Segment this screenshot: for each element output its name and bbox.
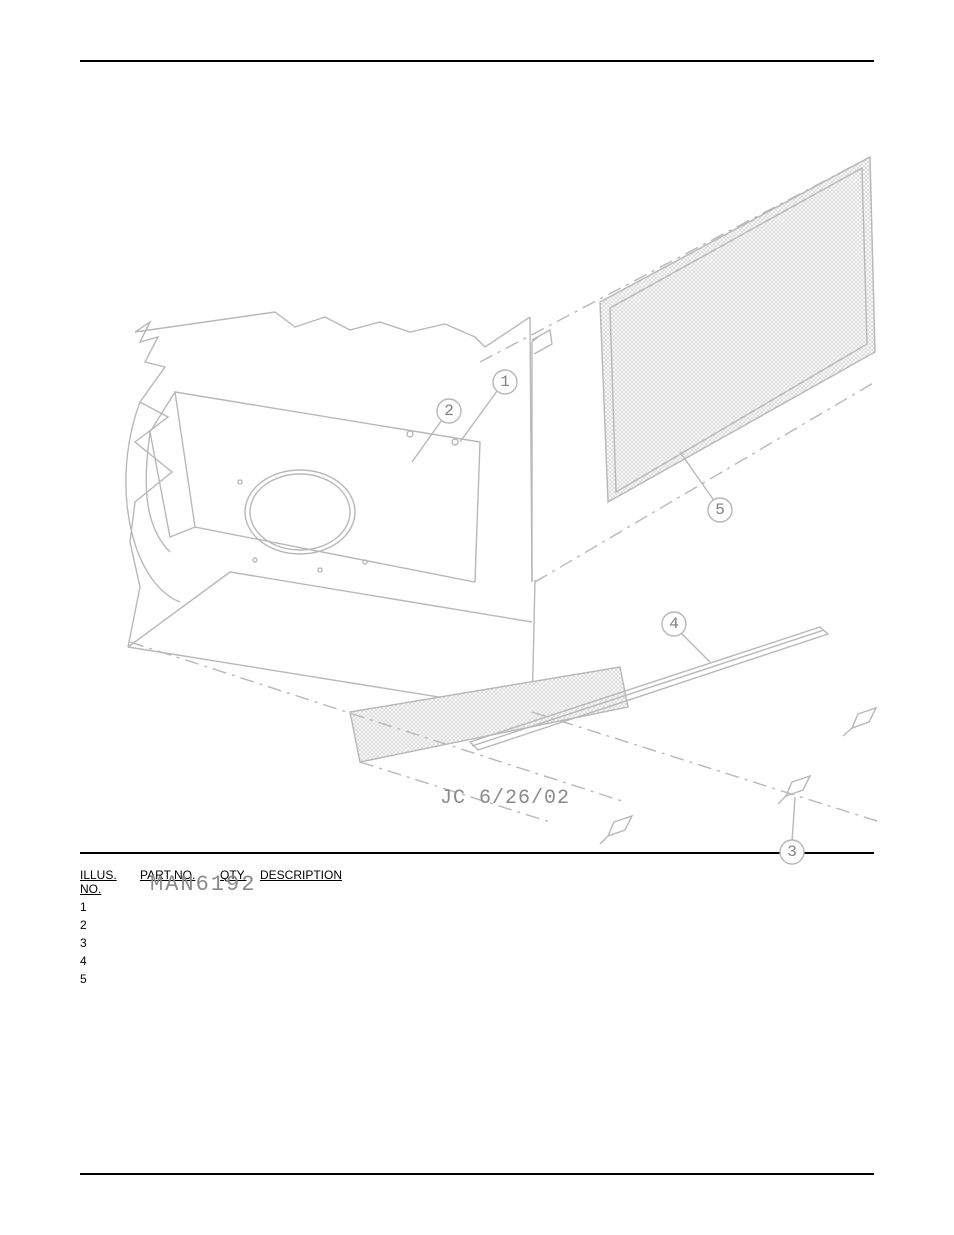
screw-c — [600, 816, 632, 844]
exploded-diagram: 1 2 5 4 3 — [80, 82, 874, 842]
table-row: 3 — [80, 936, 874, 950]
callout-2-num: 2 — [444, 402, 454, 420]
jc-date-label: JC 6/26/02 — [440, 787, 570, 810]
top-rule — [80, 60, 874, 62]
callout-3-num: 3 — [787, 843, 797, 861]
callout-1: 1 — [460, 370, 517, 442]
table-row: 5 — [80, 972, 874, 986]
callout-5-num: 5 — [715, 501, 725, 519]
table-row: 4 — [80, 954, 874, 968]
callout-4: 4 — [662, 612, 710, 662]
upper-screen — [600, 157, 875, 502]
man-number-label: MAN6192 — [150, 872, 256, 897]
callout-2: 2 — [412, 399, 461, 462]
callout-3: 3 — [780, 797, 804, 864]
callout-5: 5 — [680, 452, 732, 522]
bottom-rule — [80, 1173, 874, 1175]
screw-a — [843, 708, 876, 736]
callout-1-num: 1 — [500, 373, 510, 391]
callout-4-num: 4 — [669, 615, 679, 633]
page: 1 2 5 4 3 — [0, 0, 954, 1235]
housing — [126, 312, 552, 712]
screw-b — [778, 776, 810, 804]
